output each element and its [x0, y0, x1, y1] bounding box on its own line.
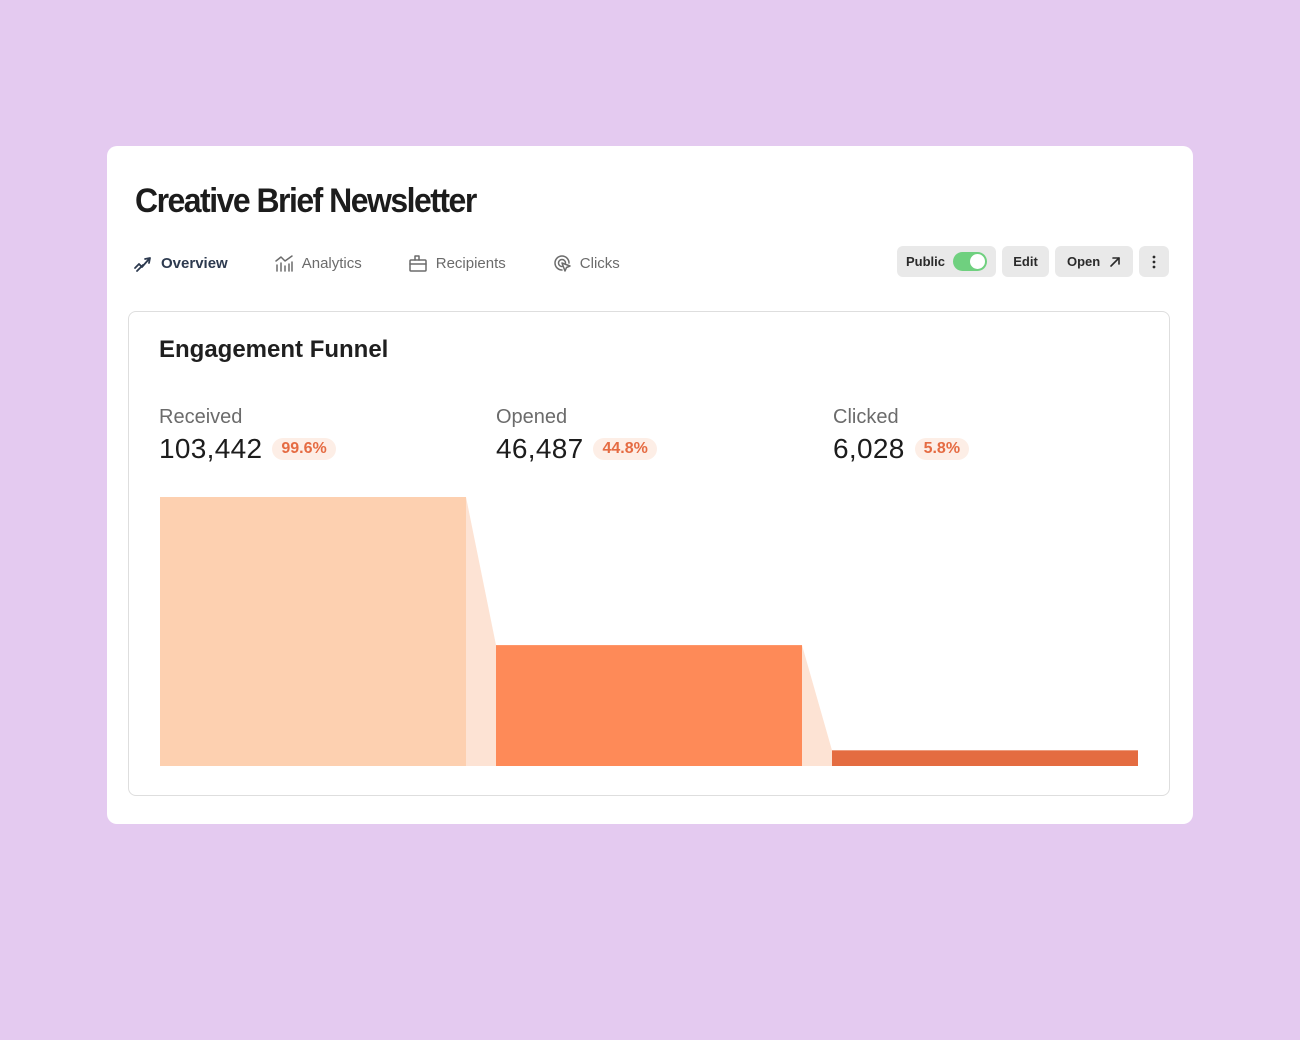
funnel-bar-opened [496, 645, 802, 766]
stage-clicked-value: 6,028 [833, 433, 905, 464]
stage-received-percent-badge: 99.6% [272, 438, 336, 460]
edit-button[interactable]: Edit [1002, 246, 1049, 277]
stage-opened-percent-badge: 44.8% [593, 438, 657, 460]
funnel-bar-clicked [832, 750, 1138, 766]
tab-analytics-label: Analytics [301, 254, 362, 272]
tab-recipients-label: Recipients [435, 254, 506, 272]
public-toggle-switch[interactable] [953, 252, 987, 271]
open-button[interactable]: Open [1055, 246, 1133, 277]
header-actions: Public Edit Open [897, 246, 1169, 277]
funnel-connector-received-to-opened [466, 497, 496, 766]
tab-overview-label: Overview [161, 254, 228, 272]
stage-opened-value: 46,487 [496, 433, 584, 464]
open-label: Open [1067, 254, 1101, 269]
analytics-chart-icon [274, 255, 293, 272]
funnel-bar-received [160, 497, 466, 766]
stage-opened: Opened 46,487 44.8% [496, 406, 657, 465]
tab-clicks-label: Clicks [579, 254, 620, 272]
tab-analytics[interactable]: Analytics [274, 253, 362, 273]
more-options-button[interactable] [1139, 246, 1169, 277]
tab-overview[interactable]: Overview [133, 253, 228, 273]
newsletter-card: Creative Brief Newsletter Overview Analy… [107, 146, 1193, 824]
funnel-chart [160, 497, 1138, 766]
toggle-knob [970, 254, 985, 269]
public-toggle-button[interactable]: Public [897, 246, 996, 277]
stage-clicked: Clicked 6,028 5.8% [833, 406, 970, 465]
tab-recipients[interactable]: Recipients [408, 253, 506, 273]
page-title: Creative Brief Newsletter [135, 182, 477, 220]
stage-received-value: 103,442 [159, 433, 263, 464]
tab-clicks[interactable]: Clicks [552, 253, 620, 273]
edit-label: Edit [1013, 254, 1038, 269]
clicks-cursor-icon [554, 255, 571, 272]
funnel-title: Engagement Funnel [159, 336, 389, 363]
engagement-funnel-panel: Engagement Funnel Received 103,442 99.6%… [128, 311, 1170, 796]
public-label: Public [906, 254, 946, 269]
tab-bar: Overview Analytics Recipients Clicks [133, 250, 620, 276]
stage-received-label: Received [159, 406, 243, 428]
recipients-inbox-icon [409, 255, 427, 272]
stage-clicked-percent-badge: 5.8% [914, 438, 970, 460]
funnel-connector-opened-to-clicked [802, 645, 832, 766]
stage-clicked-label: Clicked [833, 406, 899, 428]
overview-trend-icon [134, 257, 151, 272]
stage-received: Received 103,442 99.6% [159, 406, 336, 465]
external-arrow-icon [1110, 256, 1120, 267]
stage-opened-label: Opened [496, 406, 568, 428]
vertical-dots-icon [1152, 255, 1156, 268]
